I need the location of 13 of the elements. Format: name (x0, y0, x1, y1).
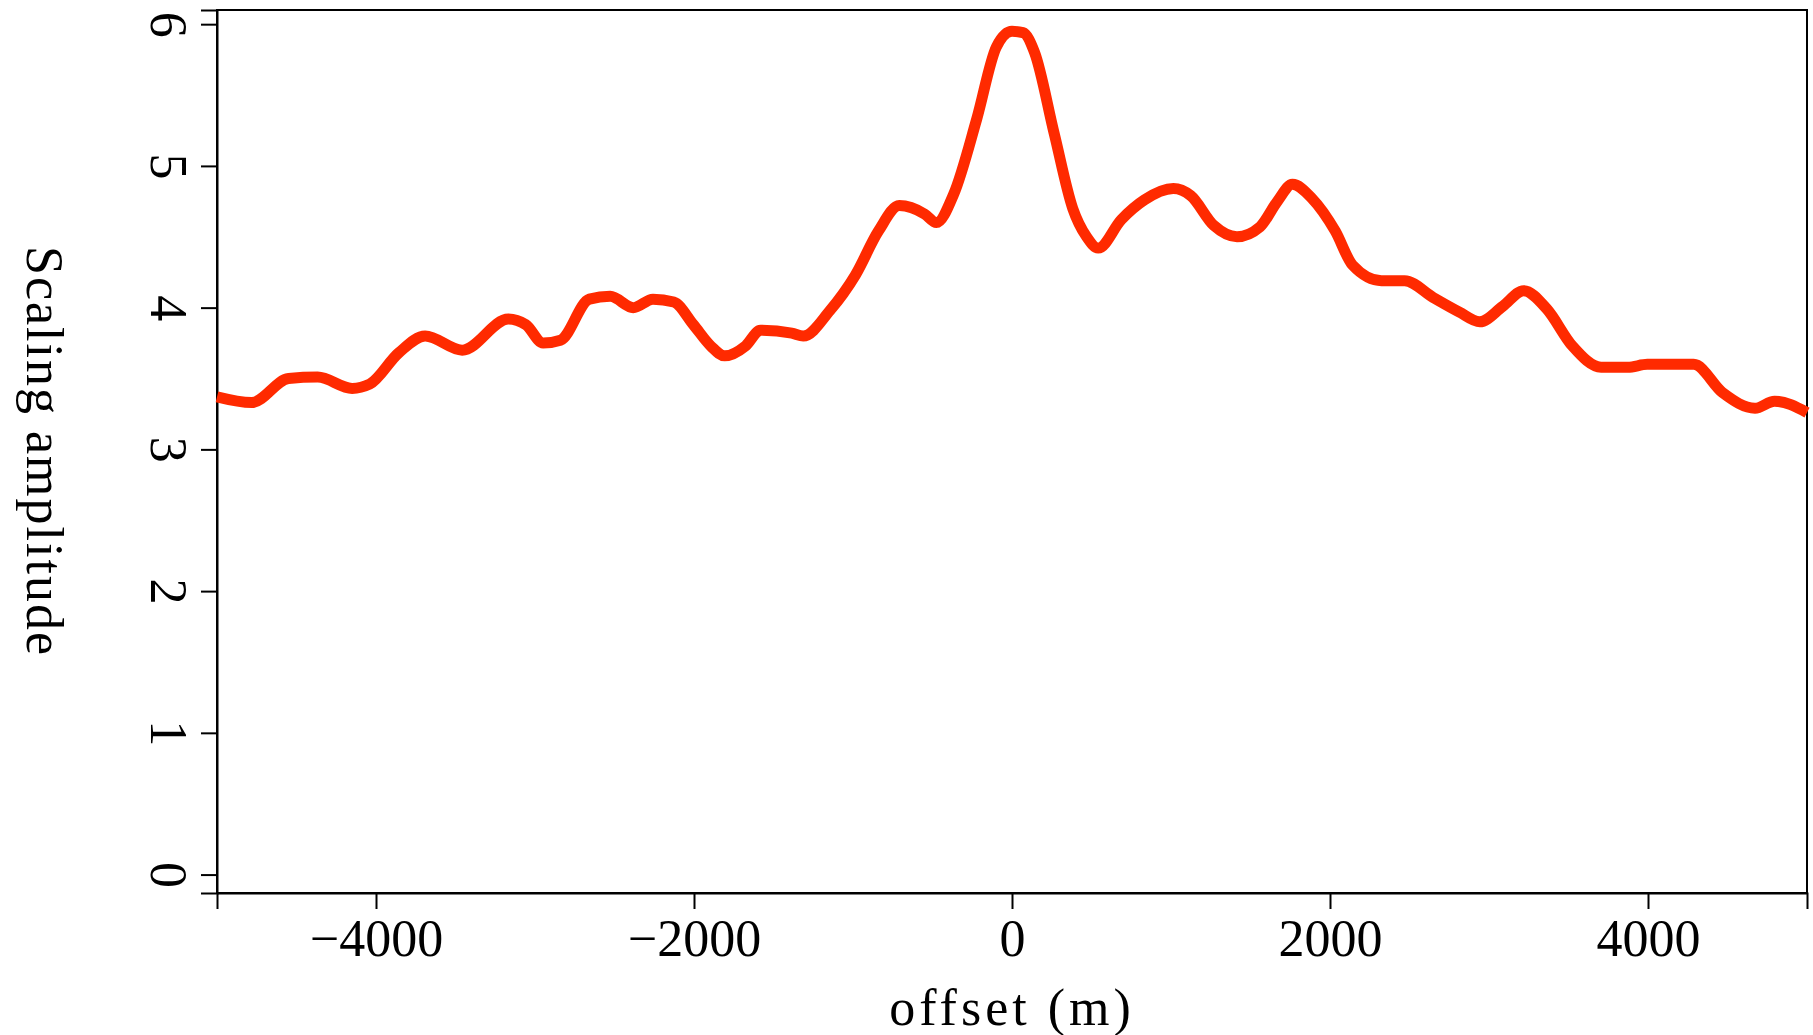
y-axis-title: Scaling amplitude (15, 246, 73, 657)
y-tick-label: 1 (139, 720, 197, 747)
x-tick-label: −4000 (309, 910, 444, 967)
y-tick-label: 3 (139, 436, 197, 463)
y-tick-label: 4 (139, 295, 197, 322)
y-tick-label: 2 (139, 578, 197, 605)
x-tick-label: 0 (999, 910, 1026, 967)
x-tick-label: −2000 (627, 910, 762, 967)
y-tick-label: 5 (139, 153, 197, 180)
x-tick-label: 4000 (1596, 910, 1701, 967)
y-tick-label: 6 (139, 11, 197, 38)
x-tick-label: 2000 (1278, 910, 1383, 967)
y-tick-label: 0 (139, 862, 197, 889)
